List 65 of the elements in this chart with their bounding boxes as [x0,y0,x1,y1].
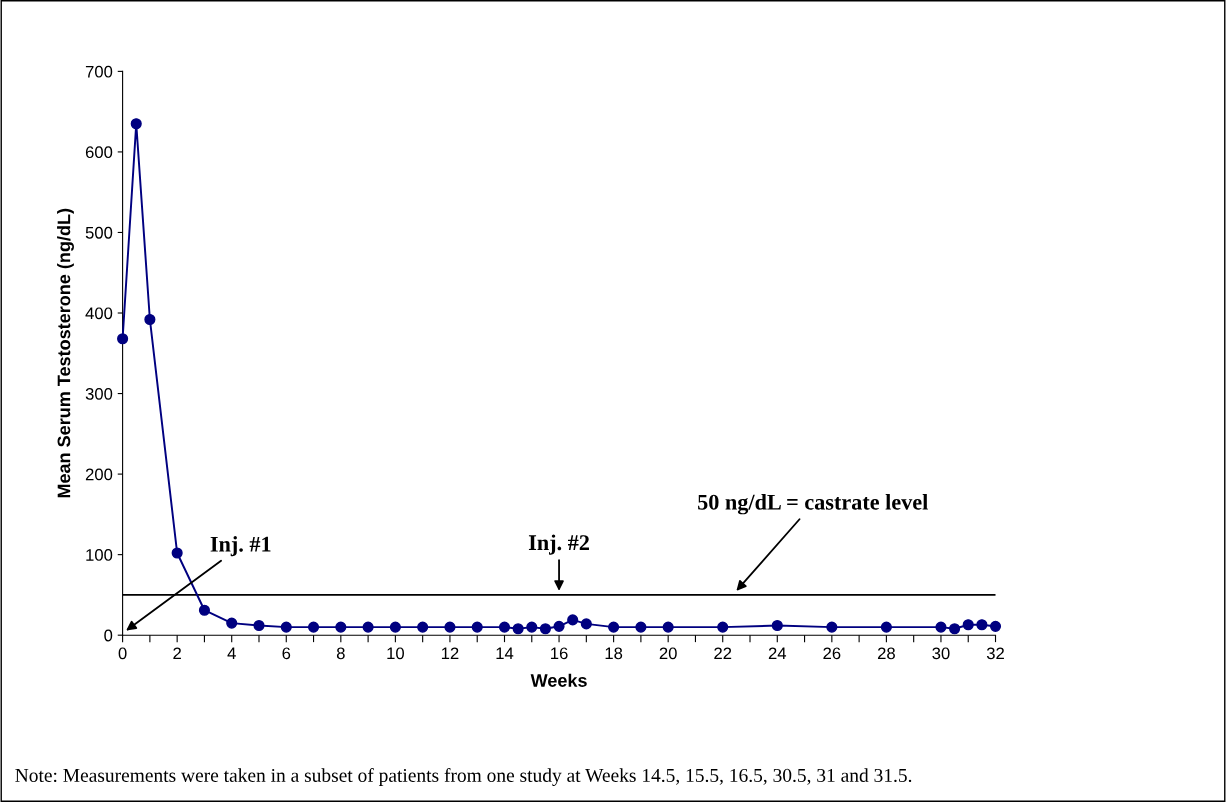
annotation: Inj. #2 [528,534,589,555]
x-tick-label: 0 [118,647,127,660]
x-tick-label: 14 [496,647,514,660]
point [144,313,156,326]
text: Note: Measurements were taken in a subset of patients from one study at Weeks 14.5, 15.5, 16.5, 30.5, 31 and 31.5. [15,768,912,786]
x-tick-label: 32 [986,647,1004,660]
point [389,621,401,633]
point [553,620,565,632]
point [962,619,974,631]
y-tick-label: 700 [85,65,113,78]
x-tick-label: 30 [932,647,950,660]
point [471,621,483,633]
x-tick-label: 12 [441,647,459,660]
point [580,618,592,630]
point [280,621,292,633]
point [771,619,783,632]
annotation: Inj. #1 [210,536,271,557]
point [935,621,947,633]
point [198,604,210,616]
point [949,623,961,635]
y-tick-label: 500 [85,226,113,239]
x-tick-label: 10 [387,647,404,660]
point [989,620,1002,632]
x-tick-label: 24 [768,647,787,660]
x-axis-title: Weeks [530,673,587,687]
point [567,614,579,626]
x-tick-label: 28 [877,647,895,660]
x-tick-label: 18 [605,647,623,660]
y-tick-label: 100 [86,549,113,561]
x-tick-label: 2 [173,647,181,660]
y-tick-label: 300 [85,387,113,400]
y-tick-label: 600 [85,146,113,159]
point [335,621,347,633]
point [635,621,647,633]
x-tick-label: 8 [336,647,345,660]
annotation: 50 ng/dL = castrate level [698,494,928,515]
point [117,333,129,345]
x-tick-label: 22 [714,647,732,660]
point [498,621,511,633]
point [130,118,142,130]
point [444,621,456,633]
x-tick-label: 6 [282,647,291,660]
point [976,619,988,631]
point [362,621,374,633]
x-tick-label: 16 [551,647,568,660]
point [512,623,524,635]
y-tick-label: 400 [85,307,113,320]
y-tick-label: 200 [85,468,113,481]
point [417,621,429,633]
point [526,621,538,633]
point [226,617,238,629]
y-axis-title: Mean Serum Testosterone (ng/dL) [57,208,74,498]
point [662,621,674,633]
point [608,621,620,633]
point [307,621,320,633]
x-tick-label: 26 [823,647,841,660]
x-tick-label: 4 [227,647,236,660]
point [717,621,729,633]
point [826,621,838,633]
point [253,619,265,632]
point [880,621,892,633]
point [539,623,551,635]
y-tick-label: 0 [104,629,113,642]
x-tick-label: 20 [659,647,677,660]
point [171,547,183,559]
